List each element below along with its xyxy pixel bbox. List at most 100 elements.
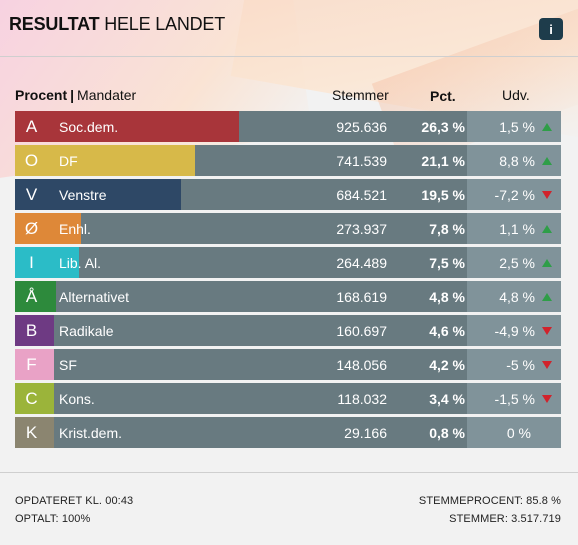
party-votes: 148.056 — [336, 356, 387, 373]
party-percent: 21,1 % — [421, 152, 465, 169]
party-row: Ø Enhl. 273.937 7,8 % 1,1 % — [15, 213, 561, 244]
party-votes: 741.539 — [336, 152, 387, 169]
party-percent: 7,5 % — [429, 254, 465, 271]
party-change: 2,5 % — [499, 254, 535, 271]
party-letter: O — [15, 145, 48, 176]
column-change: Udv. — [502, 87, 530, 103]
party-row: K Krist.dem. 29.166 0,8 % 0 % — [15, 417, 561, 448]
party-letter: Å — [15, 281, 48, 312]
footer-divider — [0, 472, 578, 473]
party-change: 8,8 % — [499, 152, 535, 169]
party-votes: 264.489 — [336, 254, 387, 271]
toggle-seats[interactable]: Mandater — [77, 87, 137, 103]
party-change: 1,5 % — [499, 118, 535, 135]
column-percent: Pct. — [430, 88, 456, 104]
party-name: Krist.dem. — [59, 424, 123, 441]
party-row: C Kons. 118.032 3,4 % -1,5 % — [15, 383, 561, 414]
arrow-up-icon — [542, 259, 552, 267]
arrow-down-icon — [542, 191, 552, 199]
info-button[interactable]: i — [539, 18, 563, 40]
arrow-up-icon — [542, 225, 552, 233]
view-toggle: Procent | Mandater — [15, 87, 136, 103]
party-change: -5 % — [506, 356, 535, 373]
party-percent: 7,8 % — [429, 220, 465, 237]
party-change-cell: -1,5 % — [467, 383, 561, 414]
party-name: Alternativet — [59, 288, 130, 305]
column-votes: Stemmer — [332, 87, 389, 103]
party-percent: 4,8 % — [429, 288, 465, 305]
party-row: I Lib. Al. 264.489 7,5 % 2,5 % — [15, 247, 561, 278]
party-row: Å Alternativet 168.619 4,8 % 4,8 % — [15, 281, 561, 312]
party-name: Enhl. — [59, 220, 91, 237]
party-votes: 118.032 — [337, 390, 387, 407]
party-change: 4,8 % — [499, 288, 535, 305]
party-percent: 0,8 % — [429, 424, 465, 441]
party-votes: 925.636 — [336, 118, 387, 135]
header-divider — [0, 56, 578, 57]
party-change-cell: 1,5 % — [467, 111, 561, 142]
party-name: Radikale — [59, 322, 114, 339]
arrow-up-icon — [542, 123, 552, 131]
party-row: B Radikale 160.697 4,6 % -4,9 % — [15, 315, 561, 346]
party-change: 0 % — [506, 424, 531, 441]
party-share-bar — [15, 111, 239, 142]
party-row: V Venstre 684.521 19,5 % -7,2 % — [15, 179, 561, 210]
party-votes: 273.937 — [336, 220, 387, 237]
party-row: A Soc.dem. 925.636 26,3 % 1,5 % — [15, 111, 561, 142]
title-bold: RESULTAT — [9, 14, 100, 34]
party-change-cell: 4,8 % — [467, 281, 561, 312]
party-row: F SF 148.056 4,2 % -5 % — [15, 349, 561, 380]
party-letter: I — [15, 247, 48, 278]
party-letter: Ø — [15, 213, 48, 244]
party-percent: 19,5 % — [421, 186, 465, 203]
party-change: 1,1 % — [499, 220, 535, 237]
party-letter: C — [15, 383, 48, 414]
party-change-cell: -4,9 % — [467, 315, 561, 346]
party-votes: 160.697 — [336, 322, 387, 339]
party-change: -4,9 % — [494, 322, 535, 339]
party-change: -7,2 % — [494, 186, 535, 203]
party-name: Kons. — [59, 390, 95, 407]
arrow-down-icon — [542, 327, 552, 335]
party-name: Soc.dem. — [59, 118, 119, 135]
party-change: -1,5 % — [494, 390, 535, 407]
party-percent: 4,6 % — [429, 322, 465, 339]
party-change-cell: 1,1 % — [467, 213, 561, 244]
party-letter: K — [15, 417, 48, 448]
party-letter: F — [15, 349, 48, 380]
party-change-cell: 8,8 % — [467, 145, 561, 176]
party-change-cell: 0 % — [467, 417, 561, 448]
party-row: O DF 741.539 21,1 % 8,8 % — [15, 145, 561, 176]
party-votes: 168.619 — [336, 288, 387, 305]
arrow-up-icon — [542, 293, 552, 301]
header: RESULTAT HELE LANDET i — [0, 0, 578, 56]
title-rest: HELE LANDET — [99, 14, 226, 34]
party-percent: 3,4 % — [429, 390, 465, 407]
page-title: RESULTAT HELE LANDET — [9, 14, 225, 35]
party-percent: 4,2 % — [429, 356, 465, 373]
turnout: STEMMEPROCENT: 85.8 % — [418, 495, 561, 507]
column-headers: Procent | Mandater Stemmer Pct. Udv. — [0, 57, 578, 111]
counted-status: OPTALT: 100% — [15, 513, 91, 525]
toggle-percent[interactable]: Procent — [15, 87, 68, 103]
party-change-cell: -5 % — [467, 349, 561, 380]
party-change-cell: -7,2 % — [467, 179, 561, 210]
toggle-separator: | — [70, 87, 75, 103]
party-percent: 26,3 % — [421, 118, 465, 135]
arrow-down-icon — [542, 361, 552, 369]
party-table: A Soc.dem. 925.636 26,3 % 1,5 % O DF 741.539 21,… — [15, 111, 561, 448]
party-votes: 684.521 — [336, 186, 387, 203]
total-votes: STEMMER: 3.517.719 — [449, 513, 561, 525]
arrow-up-icon — [542, 157, 552, 165]
party-name: SF — [59, 356, 77, 373]
party-name: DF — [59, 152, 78, 169]
party-votes: 29.166 — [344, 424, 387, 441]
party-letter: V — [15, 179, 48, 210]
party-change-cell: 2,5 % — [467, 247, 561, 278]
results-panel: RESULTAT HELE LANDET i Procent | Mandater … — [0, 0, 578, 448]
updated-time: OPDATERET KL. 00:43 — [15, 495, 134, 507]
arrow-down-icon — [542, 395, 552, 403]
party-name: Lib. Al. — [59, 254, 102, 271]
party-letter: A — [15, 111, 48, 142]
party-letter: B — [15, 315, 48, 346]
